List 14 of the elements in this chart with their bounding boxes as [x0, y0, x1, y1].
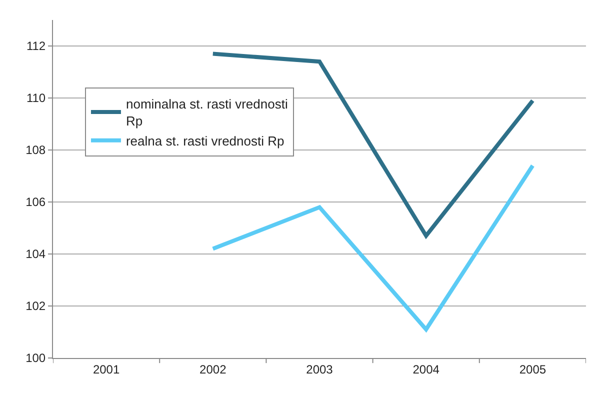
y-tick-label: 110	[26, 91, 46, 106]
y-tick-label: 112	[26, 39, 46, 54]
line-series	[210, 164, 535, 332]
x-tick-label: 2004	[412, 362, 440, 376]
y-tick-label: 100	[26, 351, 46, 366]
x-tick-label: 2003	[306, 362, 334, 376]
y-tick-label: 104	[26, 247, 46, 262]
legend-label: realna st. rasti vrednosti Rp	[126, 133, 284, 148]
y-tick-label: 108	[26, 143, 46, 158]
x-tick-label: 2001	[92, 362, 120, 376]
y-tick-label: 106	[26, 195, 46, 210]
x-tick-label: 2005	[519, 362, 546, 376]
x-tick-label: 2002	[200, 362, 227, 376]
y-tick-label: 102	[26, 299, 46, 314]
